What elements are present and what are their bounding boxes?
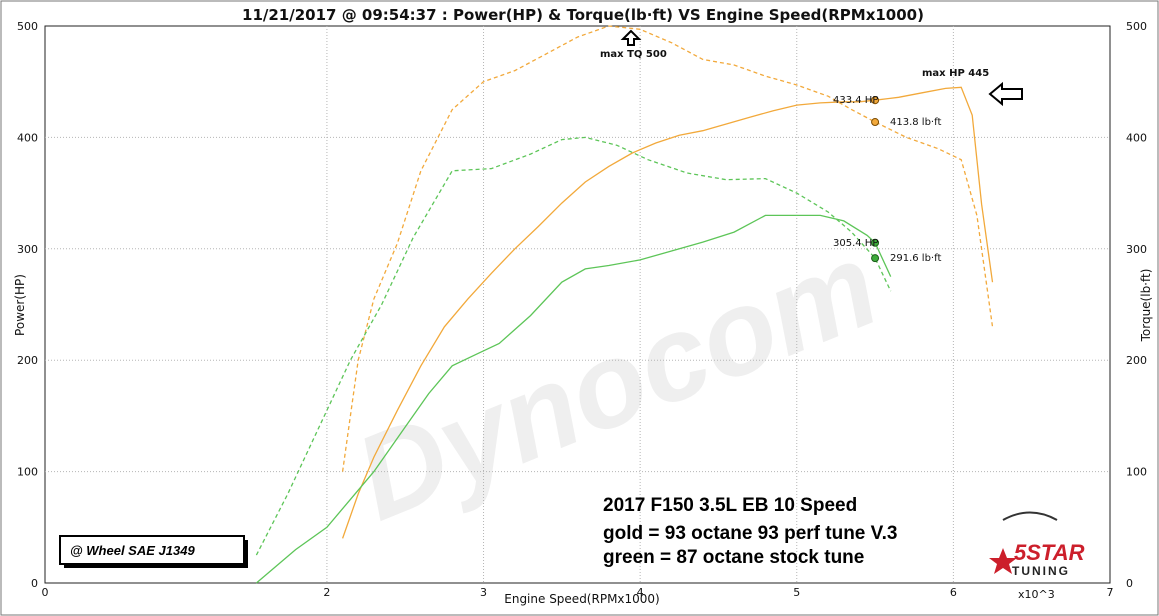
max-hp-label: max HP 445 [922, 68, 989, 79]
max-tq-label: max TQ 500 [600, 49, 667, 60]
x-tick-label: 3 [480, 586, 487, 599]
grid [45, 26, 1110, 583]
left-arrow-icon [988, 81, 1023, 107]
x-tick-label: 0 [42, 586, 49, 599]
x-tick-label: 7 [1107, 586, 1114, 599]
end-points [871, 96, 880, 263]
series-line-3 [255, 136, 892, 556]
y-tick-label-right: 100 [1126, 466, 1147, 479]
end-point-marker-2 [871, 238, 880, 247]
note-vehicle: 2017 F150 3.5L EB 10 Speed [603, 495, 857, 516]
series-lines [255, 25, 994, 584]
y-axis-label-left: Power(HP) [13, 274, 27, 336]
chart-title: 11/21/2017 @ 09:54:37 : Power(HP) & Torq… [242, 6, 924, 24]
end-point-marker-1 [871, 118, 880, 127]
y-tick-label-left: 0 [31, 577, 38, 590]
y-tick-label-right: 500 [1126, 20, 1147, 33]
series-line-0 [341, 86, 994, 539]
up-arrow-icon [620, 29, 642, 46]
end-point-marker-3 [871, 254, 880, 263]
x-axis-label: Engine Speed(RPMx1000) [504, 592, 660, 606]
note-gold: gold = 93 octane 93 perf tune V.3 [603, 523, 897, 544]
note-green: green = 87 octane stock tune [603, 547, 864, 568]
x-tick-label: 6 [950, 586, 957, 599]
series-line-2 [255, 214, 892, 584]
x-tick-label: 4 [637, 586, 644, 599]
point-label-green-hp: 305.4 HP [833, 238, 878, 249]
x-multiplier-label: x10^3 [1018, 588, 1055, 601]
stamp-box [59, 535, 245, 565]
y-axis-label-right: Torque(lb·ft) [1139, 269, 1153, 343]
stamp-shadow [64, 564, 248, 568]
point-label-gold-tq: 413.8 lb·ft [890, 117, 941, 128]
series-line-1 [341, 25, 994, 472]
logo-subtext: TUNING [1012, 564, 1070, 578]
logo-text: 5STAR [1014, 540, 1085, 565]
stamp-shadow-side [244, 540, 248, 568]
plot-area [44, 25, 1111, 584]
x-tick-label: 2 [323, 586, 330, 599]
star-icon [989, 548, 1017, 574]
end-point-marker-0 [871, 96, 880, 105]
y-tick-label-left: 400 [17, 131, 38, 144]
y-tick-label-left: 200 [17, 354, 38, 367]
y-tick-label-right: 0 [1126, 577, 1133, 590]
y-tick-label-right: 300 [1126, 243, 1147, 256]
y-tick-label-right: 400 [1126, 131, 1147, 144]
y-tick-label-left: 300 [17, 243, 38, 256]
point-label-gold-hp: 433.4 HP [833, 95, 878, 106]
x-tick-label: 5 [793, 586, 800, 599]
stamp-label: @ Wheel SAE J1349 [70, 543, 195, 558]
y-tick-label-left: 500 [17, 20, 38, 33]
logo: 5STAR TUNING [989, 511, 1085, 578]
y-tick-label-right: 200 [1126, 354, 1147, 367]
y-tick-label-left: 100 [17, 466, 38, 479]
point-label-green-tq: 291.6 lb·ft [890, 253, 941, 264]
logo-arc [1002, 511, 1058, 521]
